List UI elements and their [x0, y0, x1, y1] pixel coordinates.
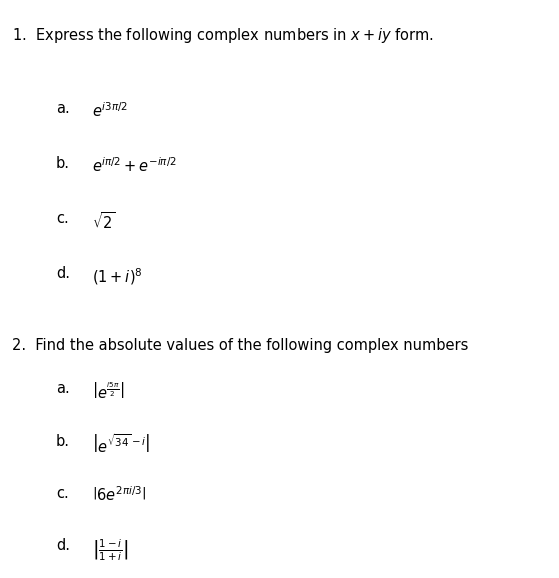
Text: $(1 + i)^{8}$: $(1 + i)^{8}$	[92, 266, 143, 287]
Text: d.: d.	[56, 266, 70, 281]
Text: $\left|e^{\sqrt{34}-i}\right|$: $\left|e^{\sqrt{34}-i}\right|$	[92, 434, 151, 455]
Text: $\sqrt{2}$: $\sqrt{2}$	[92, 211, 116, 232]
Text: $e^{i3\pi/2}$: $e^{i3\pi/2}$	[92, 101, 128, 120]
Text: $\left|6e^{2\pi i/3}\right|$: $\left|6e^{2\pi i/3}\right|$	[92, 486, 146, 504]
Text: d.: d.	[56, 538, 70, 553]
Text: b.: b.	[56, 156, 70, 171]
Text: a.: a.	[56, 101, 70, 116]
Text: a.: a.	[56, 381, 70, 397]
Text: 1.  Express the following complex numbers in $x + iy$ form.: 1. Express the following complex numbers…	[12, 26, 434, 45]
Text: c.: c.	[56, 486, 69, 501]
Text: c.: c.	[56, 211, 69, 226]
Text: 2.  Find the absolute values of the following complex numbers: 2. Find the absolute values of the follo…	[12, 338, 468, 353]
Text: $\left|\frac{1-i}{1+i}\right|$: $\left|\frac{1-i}{1+i}\right|$	[92, 538, 129, 563]
Text: $\left|e^{\frac{i5\pi}{2}}\right|$: $\left|e^{\frac{i5\pi}{2}}\right|$	[92, 381, 125, 402]
Text: $e^{i\pi/2} + e^{-i\pi/2}$: $e^{i\pi/2} + e^{-i\pi/2}$	[92, 156, 177, 175]
Text: b.: b.	[56, 434, 70, 449]
